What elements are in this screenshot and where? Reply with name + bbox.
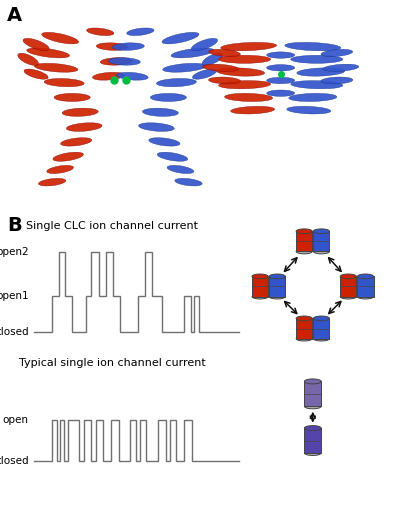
Ellipse shape <box>267 77 295 84</box>
Ellipse shape <box>171 48 214 58</box>
Ellipse shape <box>47 165 73 174</box>
Bar <box>358 276 374 297</box>
Bar <box>314 319 329 338</box>
Ellipse shape <box>287 106 331 114</box>
Ellipse shape <box>191 38 218 51</box>
Ellipse shape <box>67 123 102 131</box>
Ellipse shape <box>202 53 223 65</box>
Bar <box>340 276 356 297</box>
Bar <box>269 276 285 297</box>
Ellipse shape <box>267 52 295 58</box>
Ellipse shape <box>18 53 38 65</box>
Ellipse shape <box>127 28 154 36</box>
Bar <box>296 319 312 338</box>
Ellipse shape <box>217 68 265 76</box>
Ellipse shape <box>139 123 174 131</box>
Ellipse shape <box>358 274 374 279</box>
Text: B: B <box>7 217 22 235</box>
Ellipse shape <box>162 32 199 44</box>
Text: open2: open2 <box>0 247 29 257</box>
Ellipse shape <box>291 55 343 63</box>
Ellipse shape <box>321 49 352 56</box>
Ellipse shape <box>304 379 321 384</box>
Ellipse shape <box>314 316 330 321</box>
Ellipse shape <box>297 68 345 76</box>
Ellipse shape <box>209 77 241 84</box>
Ellipse shape <box>219 81 271 89</box>
Text: closed: closed <box>0 327 29 337</box>
Text: open1: open1 <box>0 291 29 301</box>
Ellipse shape <box>252 294 268 299</box>
Ellipse shape <box>296 229 312 234</box>
Ellipse shape <box>291 81 343 89</box>
Ellipse shape <box>108 58 140 65</box>
Ellipse shape <box>23 38 49 51</box>
Text: closed: closed <box>0 456 29 466</box>
Bar <box>304 428 321 453</box>
Bar <box>314 231 329 252</box>
Ellipse shape <box>53 152 83 161</box>
Ellipse shape <box>314 249 330 254</box>
Ellipse shape <box>116 72 148 80</box>
Ellipse shape <box>269 294 285 299</box>
Ellipse shape <box>34 63 78 72</box>
Ellipse shape <box>100 58 132 65</box>
Ellipse shape <box>219 55 271 63</box>
Ellipse shape <box>289 94 337 101</box>
Ellipse shape <box>225 94 273 101</box>
Ellipse shape <box>323 64 359 72</box>
Ellipse shape <box>321 77 353 84</box>
Ellipse shape <box>304 404 321 409</box>
Ellipse shape <box>92 72 124 80</box>
Ellipse shape <box>304 426 321 430</box>
Ellipse shape <box>221 42 277 51</box>
Text: A: A <box>7 6 22 25</box>
Bar <box>304 381 321 406</box>
Ellipse shape <box>24 69 48 79</box>
Ellipse shape <box>44 78 84 87</box>
Ellipse shape <box>54 94 90 101</box>
Bar <box>296 231 312 252</box>
Ellipse shape <box>87 28 114 36</box>
Ellipse shape <box>163 63 206 72</box>
Ellipse shape <box>285 42 341 51</box>
Ellipse shape <box>314 229 330 234</box>
Ellipse shape <box>192 69 217 79</box>
Ellipse shape <box>314 336 330 341</box>
Ellipse shape <box>96 43 128 50</box>
Ellipse shape <box>267 65 295 71</box>
Ellipse shape <box>340 274 356 279</box>
Ellipse shape <box>27 48 69 58</box>
Ellipse shape <box>175 178 202 186</box>
Ellipse shape <box>167 165 194 174</box>
Ellipse shape <box>231 106 275 114</box>
Ellipse shape <box>156 78 196 87</box>
Ellipse shape <box>304 450 321 456</box>
Ellipse shape <box>267 90 295 96</box>
Ellipse shape <box>38 178 66 186</box>
Ellipse shape <box>112 43 144 50</box>
Ellipse shape <box>150 94 186 101</box>
Ellipse shape <box>340 294 356 299</box>
Ellipse shape <box>61 138 92 146</box>
Ellipse shape <box>209 49 240 56</box>
Ellipse shape <box>157 152 188 161</box>
Ellipse shape <box>142 108 178 116</box>
Ellipse shape <box>42 32 79 44</box>
Ellipse shape <box>296 316 312 321</box>
Ellipse shape <box>358 294 374 299</box>
Text: open: open <box>3 415 29 425</box>
Ellipse shape <box>149 138 180 146</box>
Ellipse shape <box>252 274 268 279</box>
Ellipse shape <box>203 64 239 72</box>
Bar <box>252 276 268 297</box>
Ellipse shape <box>269 274 285 279</box>
Text: Single CLC ion channel current: Single CLC ion channel current <box>26 221 198 231</box>
Ellipse shape <box>296 336 312 341</box>
Ellipse shape <box>296 249 312 254</box>
Text: Typical single ion channel current: Typical single ion channel current <box>19 358 206 368</box>
Ellipse shape <box>62 108 98 116</box>
